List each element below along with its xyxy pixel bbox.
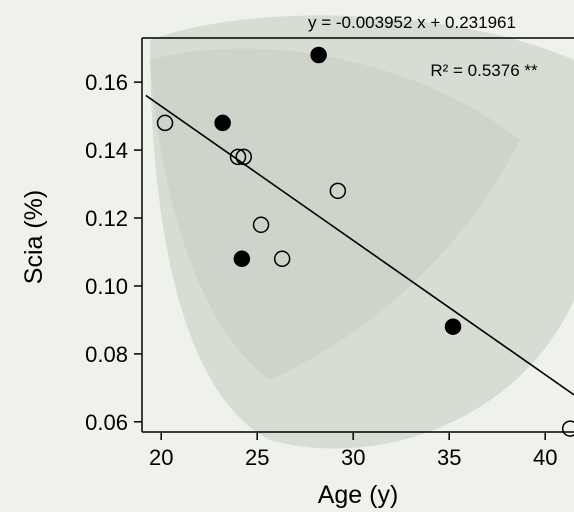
data-point-filled bbox=[233, 250, 251, 268]
data-points bbox=[156, 46, 574, 437]
data-point-filled bbox=[214, 114, 231, 132]
x-tick-label: 40 bbox=[533, 445, 557, 470]
data-point-open bbox=[329, 182, 347, 200]
x-axis-ticks: 20 25 30 35 40 bbox=[149, 432, 557, 470]
trendline-group bbox=[145, 94, 574, 396]
r-squared-label: R² = 0.5376 ** bbox=[430, 61, 538, 80]
x-tick-label: 25 bbox=[245, 445, 269, 470]
y-tick-label: 0.08 bbox=[85, 342, 128, 367]
data-point-filled bbox=[444, 318, 462, 335]
x-tick-label: 20 bbox=[149, 445, 173, 470]
equation-label: y = -0.003952 x + 0.231961 bbox=[308, 13, 516, 32]
x-tick-label: 35 bbox=[437, 445, 461, 470]
y-axis-ticks: 0.06 0.08 0.10 0.12 0.14 0.16 bbox=[85, 70, 142, 435]
y-tick-label: 0.10 bbox=[85, 274, 128, 299]
data-point-open bbox=[156, 114, 174, 132]
x-tick-label: 30 bbox=[341, 445, 365, 470]
y-axis-title: Scia (%) bbox=[20, 190, 48, 284]
data-point-open bbox=[252, 216, 270, 234]
y-tick-label: 0.14 bbox=[85, 138, 128, 163]
data-point-filled bbox=[310, 46, 327, 64]
data-point-open bbox=[561, 420, 574, 437]
y-tick-label: 0.12 bbox=[85, 206, 128, 231]
data-point-open bbox=[273, 250, 291, 268]
trendline bbox=[145, 94, 574, 396]
x-axis-title: Age (y) bbox=[318, 481, 399, 509]
plot-area bbox=[141, 37, 574, 433]
y-tick-label: 0.06 bbox=[85, 410, 128, 435]
data-point-open bbox=[229, 148, 247, 166]
background-leaf-shadow bbox=[150, 48, 520, 380]
data-point-open bbox=[235, 148, 253, 166]
y-tick-label: 0.16 bbox=[85, 70, 128, 95]
